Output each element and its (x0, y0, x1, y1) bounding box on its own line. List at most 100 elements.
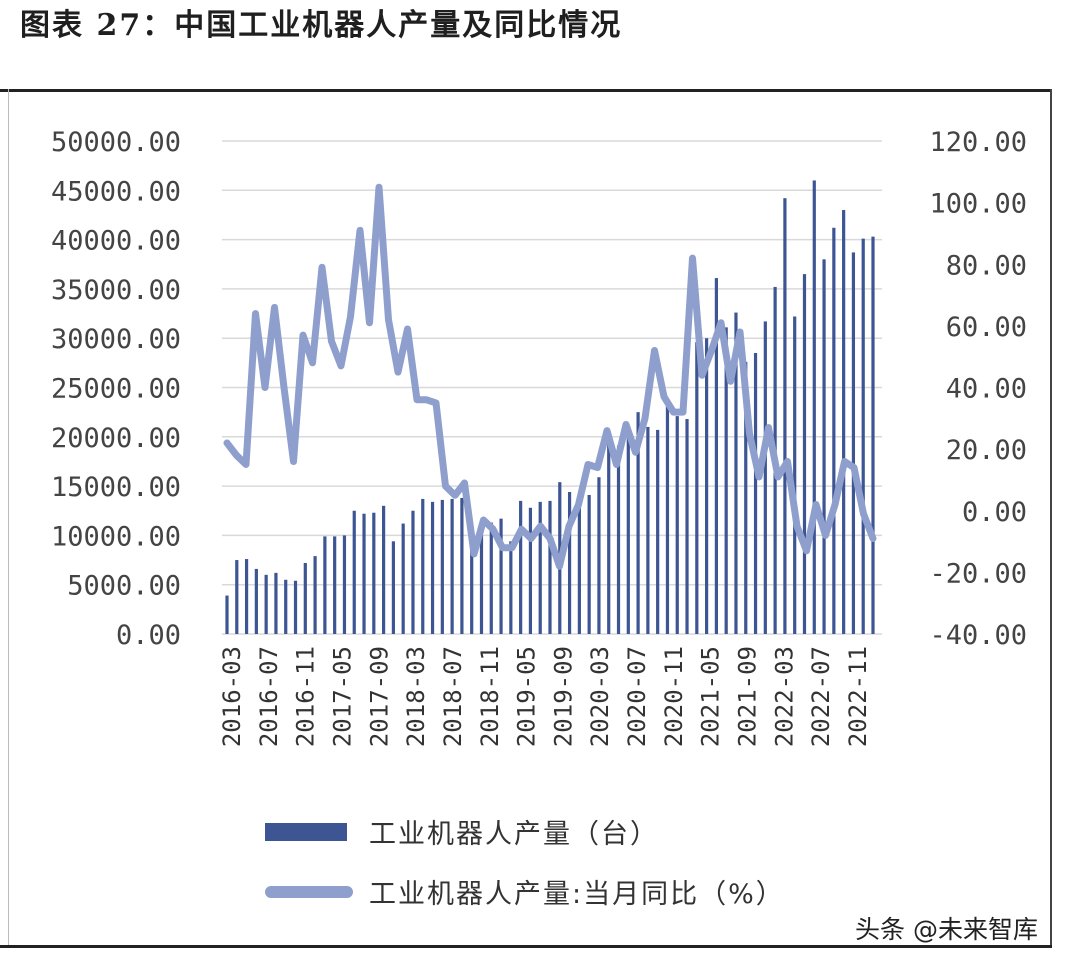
bar (734, 312, 738, 634)
bar (842, 210, 846, 634)
x-tick-label: 2022-07 (807, 646, 835, 747)
legend-item-line: 工业机器人产量:当月同比（%） (265, 872, 785, 911)
x-tick-label: 2021-09 (734, 646, 762, 747)
y-left-tick-label: 40000.00 (51, 226, 181, 257)
bar (607, 436, 611, 634)
bar (372, 512, 376, 634)
line-series (223, 183, 877, 570)
y-right-tick-label: 20.00 (946, 435, 1027, 466)
bar (616, 445, 621, 634)
bar (411, 510, 415, 634)
y-left-tick-label: 0.00 (116, 620, 181, 651)
y-right-tick-label: 40.00 (946, 374, 1027, 405)
y-left-tick-label: 25000.00 (51, 374, 181, 405)
legend-item-bar: 工业机器人产量（台） (265, 812, 659, 851)
bar (861, 238, 865, 634)
bar (783, 198, 787, 635)
y-left-tick-label: 5000.00 (67, 571, 181, 602)
bar (822, 259, 826, 634)
legend-line-swatch (265, 885, 353, 898)
bar (636, 412, 640, 634)
bar (440, 499, 444, 634)
x-tick-label: 2020-03 (586, 646, 614, 747)
bar (509, 541, 513, 634)
bar (430, 501, 435, 634)
bar (567, 492, 572, 634)
bar (323, 536, 327, 634)
x-tick-label: 2018-11 (476, 646, 504, 747)
x-tick-label: 2018-07 (439, 646, 467, 747)
x-tick-label: 2022-11 (844, 646, 872, 747)
grid-lines (222, 140, 882, 635)
y-right-tick-label: 80.00 (946, 250, 1027, 281)
y-right-tick-label: -40.00 (929, 620, 1027, 651)
bar (519, 500, 523, 634)
x-tick-label: 2016-11 (292, 646, 320, 747)
bottom-rule (0, 945, 1052, 948)
bar (744, 361, 748, 634)
bar (675, 416, 679, 634)
bar (342, 535, 347, 634)
chart-title: 图表 27：中国工业机器人产量及同比情况 (20, 8, 623, 43)
legend-bar-label: 工业机器人产量（台） (369, 819, 659, 850)
x-tick-label: 2017-05 (329, 646, 357, 747)
bar (724, 327, 728, 634)
bar (352, 510, 356, 634)
x-tick-label: 2019-09 (549, 646, 577, 747)
y-left-tick-label: 30000.00 (51, 324, 181, 355)
bar (421, 498, 425, 634)
x-tick-label: 2018-03 (402, 646, 430, 747)
bar (333, 536, 337, 634)
bar (450, 498, 454, 634)
x-tick-label: 2020-07 (623, 646, 651, 747)
bar (479, 523, 484, 634)
bar (851, 252, 856, 634)
bar (284, 579, 288, 634)
bar (460, 497, 464, 634)
bar (812, 180, 816, 634)
x-tick-label: 2020-11 (660, 646, 688, 747)
bar (705, 338, 709, 634)
bar (303, 563, 307, 634)
legend-line-label: 工业机器人产量:当月同比（%） (369, 879, 785, 910)
bar (401, 523, 405, 634)
bar (235, 560, 239, 634)
y-left-tick-label: 35000.00 (51, 275, 181, 306)
y-right-tick-label: 60.00 (946, 312, 1027, 343)
bar (489, 522, 493, 634)
bar (871, 236, 875, 634)
bar (832, 227, 836, 634)
bar (362, 513, 366, 634)
bar (577, 499, 581, 634)
bar (528, 507, 533, 634)
x-tick-label: 2022-03 (770, 646, 798, 747)
y-left-tick-label: 15000.00 (51, 472, 181, 503)
bar (225, 595, 229, 634)
bar (626, 432, 630, 634)
y-right-tick-label: -20.00 (929, 558, 1027, 589)
bar (695, 342, 699, 634)
y-right-tick-label: 0.00 (962, 497, 1027, 528)
x-tick-label: 2019-05 (513, 646, 541, 747)
bar (254, 568, 258, 634)
y-left-tick-label: 10000.00 (51, 521, 181, 552)
y-axis-left: 0.00 5000.00 10000.00 15000.00 20000.00 25000… (51, 127, 181, 651)
watermark: 头条 @未来智库 (855, 915, 1038, 944)
x-tick-label: 2016-07 (255, 646, 283, 747)
bar (313, 556, 317, 634)
bar (293, 580, 298, 634)
bar (714, 278, 718, 634)
bar (499, 518, 503, 634)
y-left-tick-label: 50000.00 (51, 127, 181, 158)
bar (264, 574, 268, 634)
x-tick-label: 2021-05 (697, 646, 725, 747)
x-tick-label: 2016-03 (218, 646, 246, 747)
y-axis-right: -40.00 -20.00 0.00 20.00 40.00 60.00 80.00 100.… (929, 127, 1027, 651)
right-rule (1050, 89, 1052, 947)
bar (646, 426, 650, 634)
bar (802, 274, 807, 634)
bar (538, 501, 542, 634)
y-left-tick-label: 20000.00 (51, 423, 181, 454)
bar (665, 404, 670, 634)
